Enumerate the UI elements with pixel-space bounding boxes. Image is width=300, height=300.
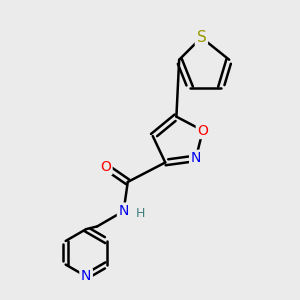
Text: N: N — [118, 204, 129, 218]
Text: O: O — [197, 124, 208, 138]
Text: O: O — [100, 160, 111, 174]
Text: N: N — [81, 269, 91, 284]
Text: H: H — [136, 207, 146, 220]
Text: N: N — [190, 151, 201, 165]
Text: S: S — [196, 30, 206, 45]
